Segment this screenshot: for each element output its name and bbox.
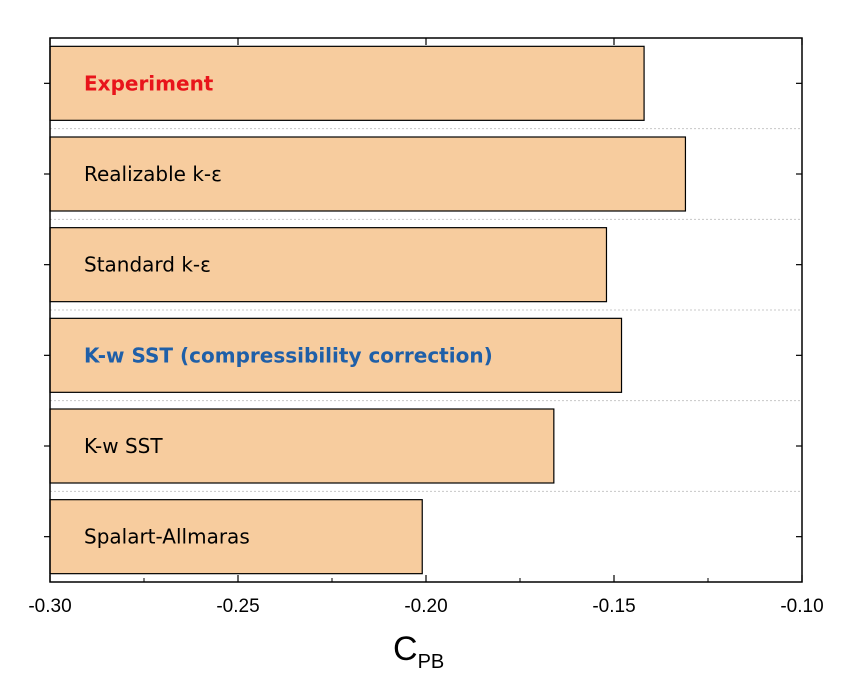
x-axis-title: CPB	[393, 630, 444, 673]
bar	[49, 317, 623, 393]
x-tick-label: -0.10	[780, 596, 823, 617]
bar-label: Spalart-Allmaras	[84, 525, 250, 549]
x-tick-label: -0.30	[28, 596, 71, 617]
bar-label: Realizable k-ε	[84, 162, 222, 186]
grid-lines	[50, 128, 802, 492]
bar-labels: Experiment Realizable k-ε Standard k-ε K-w …	[84, 71, 493, 548]
bar-label: K-w SST	[84, 434, 163, 458]
bar-label: Experiment	[84, 71, 214, 95]
bar	[49, 227, 608, 303]
bar	[49, 45, 645, 121]
bar	[49, 136, 687, 212]
x-tick-label: -0.25	[216, 596, 259, 617]
bar-label: Standard k-ε	[84, 253, 211, 277]
x-tick-label: -0.20	[404, 596, 447, 617]
bar	[49, 499, 423, 575]
bar-label: K-w SST (compressibility correction)	[84, 343, 493, 367]
bar	[49, 408, 555, 484]
bars	[44, 45, 802, 575]
x-tick-label: -0.15	[592, 596, 635, 617]
x-axis-ticks: -0.30 -0.25 -0.20 -0.15 -0.10	[28, 38, 824, 617]
